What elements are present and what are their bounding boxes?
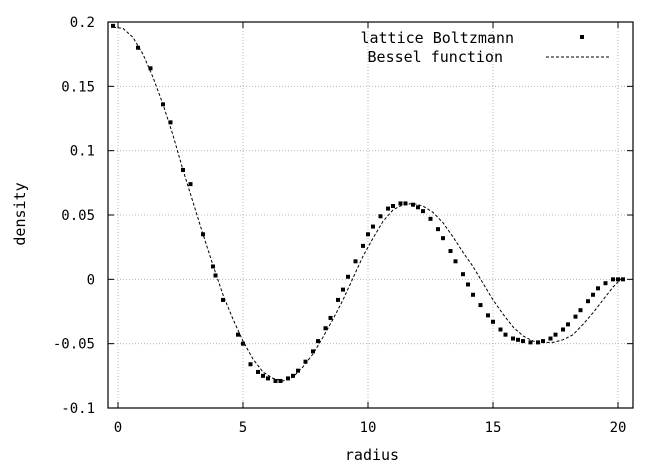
data-point <box>428 216 433 221</box>
legend: lattice Boltzmann Bessel function <box>360 29 609 66</box>
data-point <box>148 66 153 71</box>
data-point <box>291 373 295 378</box>
data-point <box>491 319 495 324</box>
data-point <box>596 286 600 291</box>
data-point <box>316 339 320 344</box>
y-tick-label: -0.05 <box>53 337 95 353</box>
data-point <box>553 332 558 337</box>
data-point <box>286 376 290 381</box>
data-point <box>366 232 370 237</box>
data-point <box>411 202 415 207</box>
data-point <box>278 378 283 383</box>
grid <box>108 21 633 409</box>
legend-marker-lattice-boltzmann <box>580 35 584 39</box>
data-point <box>503 332 508 337</box>
x-tick-label: 10 <box>360 420 377 436</box>
legend-label-bessel-function: Bessel function <box>368 48 503 66</box>
data-point <box>391 203 395 208</box>
data-point <box>441 236 445 241</box>
data-point <box>296 368 300 373</box>
data-point <box>188 182 193 187</box>
data-point <box>548 336 553 341</box>
data-point <box>328 315 333 320</box>
data-point <box>573 314 578 319</box>
data-point <box>111 23 115 28</box>
data-point <box>516 337 520 342</box>
data-point <box>361 243 365 248</box>
data-point <box>586 299 590 304</box>
data-point <box>528 340 533 345</box>
data-point <box>561 327 565 332</box>
data-point <box>478 303 483 308</box>
y-tick-label: 0.15 <box>61 79 95 95</box>
data-point <box>611 277 615 282</box>
y-tick-label: -0.1 <box>61 401 95 417</box>
data-point <box>591 292 595 297</box>
data-point <box>311 349 315 354</box>
data-point <box>621 277 625 282</box>
data-point <box>256 369 260 374</box>
bessel-function-curve <box>112 26 624 382</box>
data-point <box>371 224 375 229</box>
data-point <box>541 339 545 344</box>
data-point <box>168 120 173 125</box>
x-tick-label: 0 <box>114 420 122 436</box>
data-point <box>161 102 165 107</box>
data-point <box>471 292 475 297</box>
data-point <box>266 376 270 381</box>
lattice-boltzmann-points <box>111 23 625 383</box>
data-point <box>453 259 458 264</box>
x-axis-label: radius <box>345 446 399 464</box>
data-point <box>213 273 218 278</box>
x-tick-label: 20 <box>610 420 627 436</box>
data-point <box>336 297 340 302</box>
data-point <box>511 336 515 341</box>
data-point <box>486 313 490 318</box>
data-point <box>616 277 620 282</box>
y-tick-label: 0.1 <box>70 144 95 160</box>
data-point <box>201 232 205 237</box>
data-point <box>248 362 253 367</box>
data-point <box>421 209 425 214</box>
data-point <box>416 205 420 210</box>
data-point <box>341 287 345 292</box>
y-tick-label: 0.05 <box>61 208 95 224</box>
legend-label-lattice-boltzmann: lattice Boltzmann <box>360 29 514 47</box>
data-point <box>498 327 503 332</box>
data-point <box>236 332 240 337</box>
data-point <box>466 282 470 287</box>
data-point <box>448 249 453 254</box>
data-point <box>273 378 278 383</box>
data-point <box>603 281 608 286</box>
data-point <box>181 167 185 172</box>
data-point <box>378 214 383 219</box>
data-point <box>353 259 358 264</box>
data-point <box>241 341 245 346</box>
data-point <box>303 359 308 364</box>
data-point <box>436 227 440 232</box>
data-point <box>521 339 525 344</box>
data-point <box>136 45 140 50</box>
x-tick-label: 15 <box>485 420 502 436</box>
data-point <box>398 201 403 206</box>
y-tick-label: 0 <box>87 272 95 288</box>
data-point <box>403 201 408 206</box>
data-point <box>566 322 570 327</box>
data-point <box>578 308 583 313</box>
x-tick-label: 5 <box>239 420 247 436</box>
data-point <box>386 206 390 211</box>
data-point <box>536 340 540 345</box>
data-point <box>261 373 265 378</box>
axis-ticks: 0 5 10 15 20 -0.1 -0.05 0 0.05 0.1 0.15 0.2 <box>53 15 633 436</box>
data-point <box>323 326 328 331</box>
y-tick-label: 0.2 <box>70 15 95 31</box>
data-point <box>211 264 215 269</box>
data-point <box>461 272 465 277</box>
data-point <box>221 297 225 302</box>
y-axis-label: density <box>11 182 29 245</box>
data-point <box>346 274 350 279</box>
